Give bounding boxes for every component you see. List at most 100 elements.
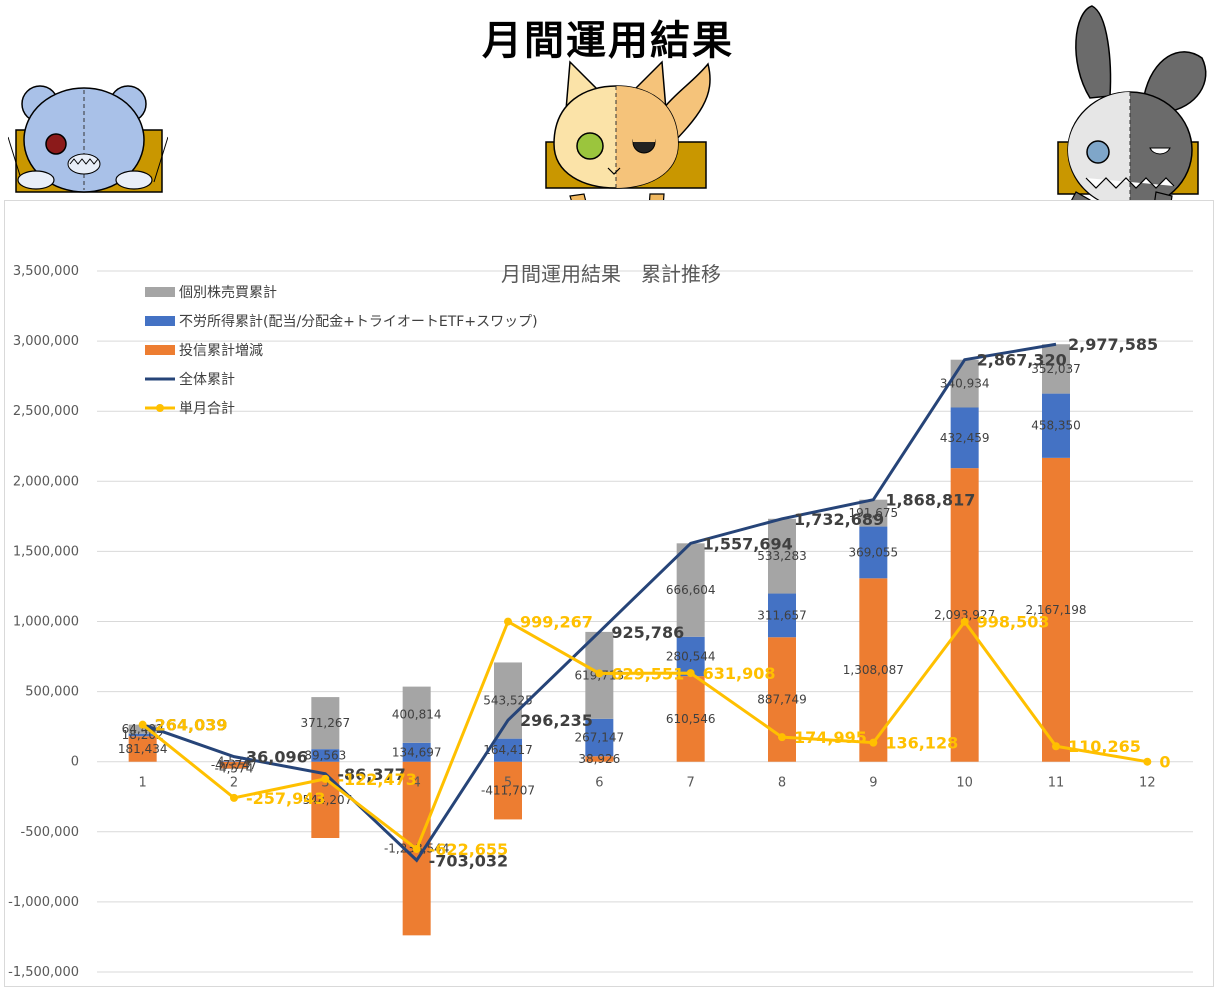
total-label: 264,039 [155, 716, 228, 735]
monthly-label: -622,655 [429, 840, 509, 859]
marker-monthly [230, 793, 238, 802]
total-label: 1,868,817 [885, 491, 975, 510]
chart: 3,500,000 3,000,000 2,500,000 2,000,000 1,50… [8, 262, 1193, 980]
monthly-label: 998,503 [977, 613, 1050, 632]
legend-label: 投信累計増減 [179, 342, 263, 359]
bar-stocks [950, 359, 979, 408]
bar-income [859, 526, 888, 579]
marker-monthly [504, 617, 512, 626]
x-tick-label: 6 [595, 776, 603, 791]
bar-stocks [494, 662, 522, 739]
monthly-label: -122,473 [337, 770, 417, 789]
x-tick-label: 3 [321, 776, 329, 791]
marker-monthly [138, 720, 147, 729]
marker-monthly [595, 669, 604, 678]
y-tick-label: 0 [71, 755, 79, 770]
y-tick-label: 1,000,000 [13, 615, 79, 630]
bar-label: 89,563 [304, 748, 346, 762]
bar-income [950, 407, 979, 469]
bar-stocks [1042, 344, 1070, 394]
fox-mascot [545, 60, 711, 223]
marker-monthly [960, 617, 969, 626]
bar-label: 2,093,927 [934, 608, 995, 622]
bar-label: 1,308,087 [843, 663, 904, 677]
marker-monthly [412, 844, 421, 853]
total-label: 2,977,585 [1068, 335, 1158, 354]
bar-income [402, 742, 431, 762]
y-tick-label: 2,000,000 [13, 474, 79, 489]
bar-label: 267,147 [575, 731, 625, 745]
legend-marker [156, 404, 164, 412]
x-tick-label: 4 [413, 776, 421, 791]
y-tick-label: -1,500,000 [8, 965, 79, 980]
total-label: 925,786 [611, 623, 684, 642]
bar-income [768, 593, 796, 638]
bar-income [311, 749, 340, 762]
bar-label: 610,546 [666, 712, 716, 726]
monthly-label: 0 [1159, 753, 1170, 772]
marker-monthly [869, 738, 878, 747]
monthly-label: 136,128 [885, 734, 958, 753]
bar-funds [585, 756, 614, 762]
bear-mascot [8, 85, 168, 193]
x-tick-label: 1 [139, 776, 147, 791]
bar-stocks [402, 686, 431, 743]
y-tick-label: 2,500,000 [13, 404, 79, 419]
bar-label: 666,604 [666, 583, 716, 597]
line-total [142, 342, 1057, 863]
bar-label: 458,350 [1031, 419, 1081, 433]
total-label: -86,377 [337, 765, 405, 784]
marker-monthly [321, 774, 330, 783]
monthly-label: 264,039 [155, 716, 228, 735]
marker-monthly [686, 669, 695, 678]
bar-label: 533,283 [757, 549, 807, 563]
monthly-label: -257,943 [246, 789, 326, 808]
bar-funds [494, 761, 522, 820]
bar-label: -544,207 [298, 793, 352, 807]
bar-label: -47,747 [211, 758, 257, 772]
x-tick-label: 5 [504, 776, 512, 791]
monthly-label: 629,551 [611, 664, 684, 683]
monthly-label: 110,265 [1068, 737, 1141, 756]
bar-funds [950, 468, 979, 762]
y-tick-label: 500,000 [25, 685, 79, 700]
bar-label: 280,544 [666, 649, 716, 663]
bar-label: 38,926 [578, 752, 620, 766]
bar-label: 432,459 [940, 431, 990, 445]
bar-income [585, 718, 614, 757]
legend-swatch [145, 316, 175, 326]
total-label: 1,557,694 [703, 534, 793, 553]
monthly-label: 631,908 [703, 664, 776, 683]
legend-label: 単月合計 [179, 401, 235, 417]
bar-label: 134,697 [392, 745, 442, 759]
bar-label: 191,675 [849, 506, 899, 520]
x-tick-label: 12 [1139, 776, 1156, 791]
monthly-label: 174,995 [794, 728, 867, 747]
bar-stocks [676, 543, 705, 637]
chart-title: 月間運用結果 累計推移 [501, 262, 721, 286]
marker-monthly [1052, 742, 1060, 751]
bar-stocks [768, 518, 796, 594]
y-tick-label: 3,000,000 [13, 334, 79, 349]
legend-label: 不労所得累計(配当/分配金+トライオートETF+スワップ) [179, 313, 538, 330]
rabbit-mascot [1057, 5, 1207, 227]
bar-label: -4,574 [215, 762, 254, 776]
monthly-label: 999,267 [520, 613, 593, 632]
bar-label: 352,037 [1031, 362, 1081, 376]
legend-swatch [145, 345, 175, 355]
total-label: 296,235 [520, 711, 593, 730]
bar-label: 543,525 [483, 694, 533, 708]
bar-label: 164,417 [483, 743, 533, 757]
x-tick-label: 9 [869, 776, 877, 791]
line-monthly [141, 619, 1148, 852]
chart-panel: 3,500,000 3,000,000 2,500,000 2,000,000 1,50… [4, 200, 1214, 987]
legend-swatch [145, 287, 175, 297]
bar-label: 181,434 [118, 742, 168, 756]
bar-label: -411,707 [481, 784, 535, 798]
y-tick-label: 3,500,000 [13, 264, 79, 279]
marker-monthly [778, 733, 786, 742]
x-tick-label: 11 [1048, 776, 1065, 791]
total-label: 36,096 [246, 748, 308, 767]
x-tick-label: 7 [687, 776, 695, 791]
bar-income [128, 733, 157, 737]
